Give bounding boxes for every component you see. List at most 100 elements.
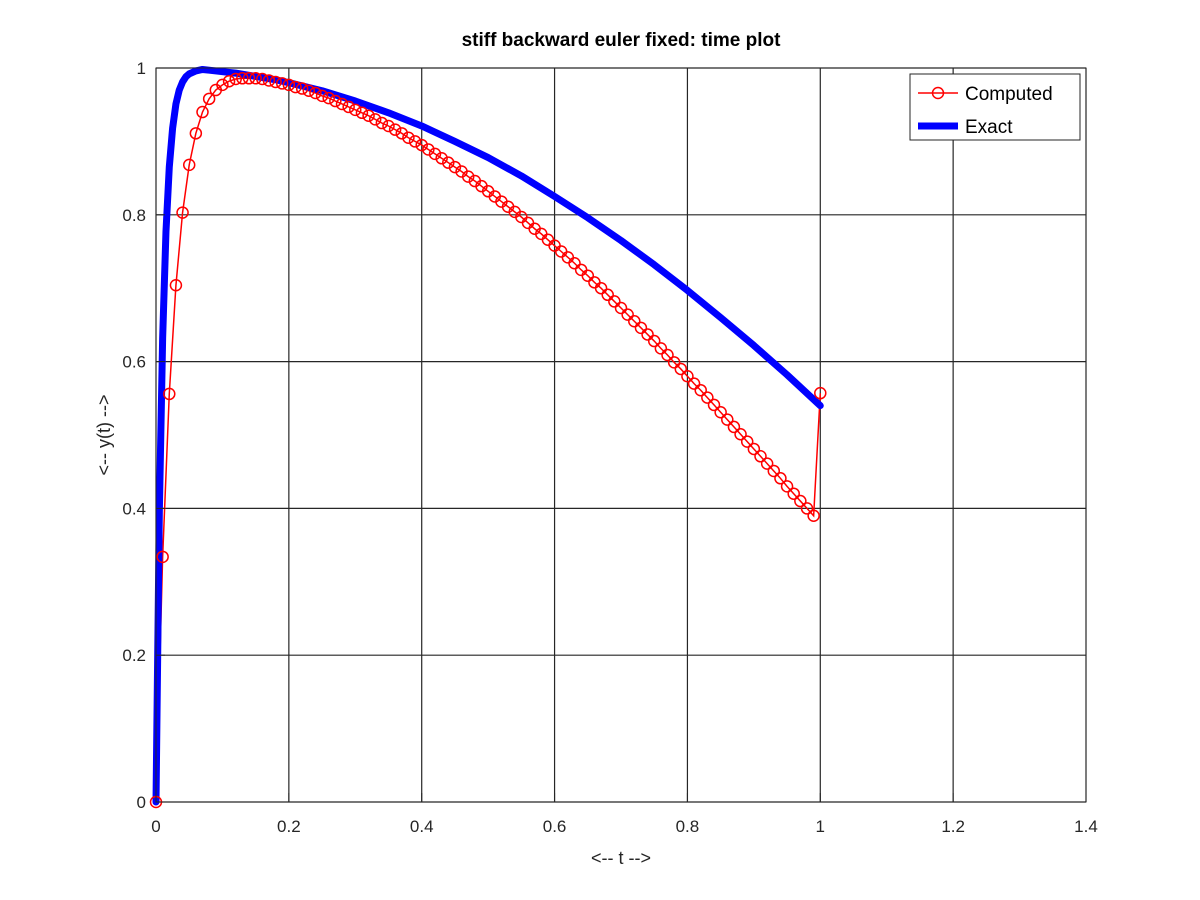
computed-point [747, 442, 761, 456]
computed-point [661, 348, 674, 362]
computed-point [628, 314, 641, 328]
computed-point [681, 370, 694, 383]
computed-point [667, 356, 681, 369]
computed-point [375, 116, 389, 130]
computed-point [760, 457, 774, 470]
computed-point [780, 480, 794, 493]
computed-point [608, 295, 621, 308]
computed-point [229, 72, 242, 86]
computed-point [581, 269, 595, 282]
x-tick-label: 0.6 [543, 817, 567, 836]
computed-point [402, 131, 415, 144]
computed-point [754, 450, 767, 463]
computed-point [315, 89, 329, 103]
computed-point [408, 135, 422, 148]
legend: Computed Exact [909, 73, 1081, 141]
plot-background [156, 68, 1086, 802]
computed-point [734, 428, 747, 441]
x-tick-label: 0.8 [676, 817, 700, 836]
y-tick-label: 0.8 [122, 206, 146, 225]
computed-point [634, 321, 648, 335]
computed-point [395, 127, 409, 140]
computed-point [807, 509, 820, 522]
computed-point [216, 78, 229, 92]
computed-point [422, 143, 435, 156]
computed-point [701, 391, 714, 404]
computed-point [182, 158, 196, 172]
computed-point [242, 72, 256, 85]
x-tick-label: 1 [816, 817, 825, 836]
legend-computed-marker [931, 86, 945, 100]
computed-point [368, 113, 382, 126]
x-axis-label: <-- t --> [591, 848, 651, 868]
computed-point [282, 78, 296, 92]
computed-point [269, 75, 282, 89]
legend-exact-label: Exact [965, 117, 1013, 138]
computed-point [275, 77, 289, 90]
ticks: 0 0.2 0.4 0.6 0.8 1 1.2 1.4 0 0.2 0.4 0.6 0.8 1 [122, 59, 1097, 836]
y-tick-label: 0.2 [122, 646, 146, 665]
computed-point [415, 138, 428, 152]
chart-title: stiff backward euler fixed: time plot [462, 30, 782, 51]
computed-point [382, 119, 395, 133]
computed-point [169, 279, 183, 292]
computed-point [349, 103, 362, 117]
computed-point [428, 147, 442, 161]
computed-point [189, 127, 203, 140]
computed-point [156, 550, 169, 564]
computed-point [262, 74, 276, 87]
computed-point [740, 435, 754, 448]
x-tick-label: 0.2 [277, 817, 301, 836]
computed-point [674, 362, 688, 376]
computed-point [435, 152, 448, 165]
computed-point [442, 156, 455, 169]
computed-point [249, 72, 262, 85]
computed-point [342, 100, 355, 114]
x-tick-label: 0 [151, 817, 160, 836]
computed-point [163, 387, 176, 401]
computed-point [687, 377, 701, 390]
computed-point [601, 288, 614, 302]
computed-point [461, 170, 475, 183]
series-layer [149, 65, 827, 809]
computed-point [794, 494, 807, 508]
series-exact-line [152, 65, 824, 806]
computed-point [814, 386, 827, 400]
computed-point [714, 405, 727, 419]
computed-point [256, 72, 269, 86]
computed-point [388, 123, 402, 136]
computed-point [568, 256, 581, 270]
computed-point [309, 86, 322, 100]
computed-point [335, 97, 349, 111]
x-tick-label: 1.4 [1074, 817, 1098, 836]
computed-point [236, 72, 249, 85]
y-tick-label: 0 [137, 793, 146, 812]
y-axis-label: <-- y(t) --> [94, 395, 114, 476]
computed-point [202, 92, 216, 106]
x-tick-label: 1.2 [941, 817, 965, 836]
computed-point [295, 82, 309, 95]
computed-point [594, 281, 608, 295]
computed-point [707, 398, 721, 412]
computed-point [727, 420, 741, 434]
computed-point [641, 328, 654, 341]
computed-point [329, 94, 342, 108]
computed-point [196, 105, 209, 119]
y-tick-label: 0.4 [122, 499, 146, 518]
x-tick-label: 0.4 [410, 817, 434, 836]
computed-point [322, 91, 335, 105]
computed-point [289, 80, 302, 94]
computed-point [448, 160, 462, 174]
plot-frame [155, 67, 1087, 803]
computed-point [694, 383, 707, 397]
legend-computed-label: Computed [965, 84, 1053, 105]
computed-point [774, 472, 787, 485]
computed-point [176, 206, 189, 219]
computed-point [721, 413, 734, 426]
y-tick-label: 1 [137, 59, 146, 78]
computed-point [614, 301, 628, 315]
computed-point [767, 464, 781, 478]
y-tick-label: 0.6 [122, 353, 146, 372]
computed-point [355, 106, 369, 120]
